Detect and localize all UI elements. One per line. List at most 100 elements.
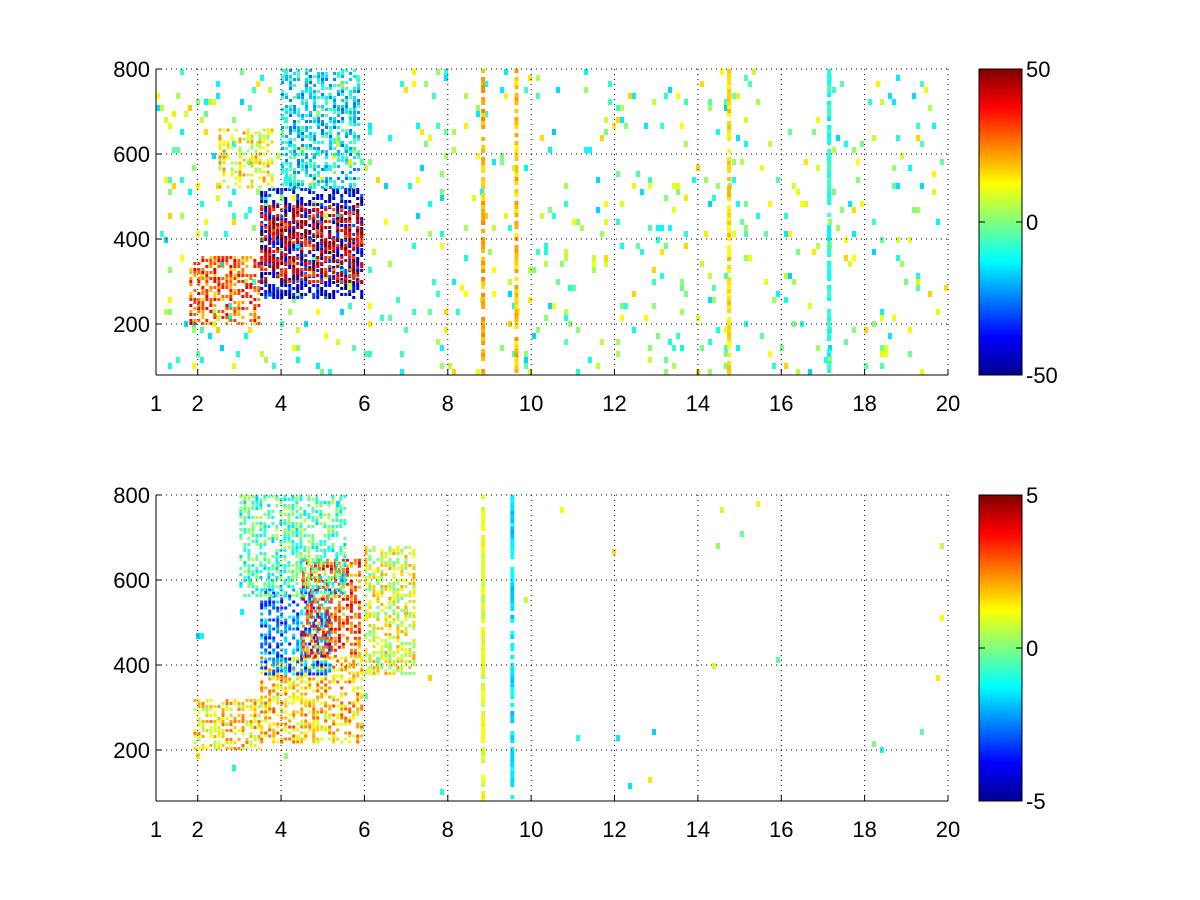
heatmap-stripe-cell	[481, 89, 486, 93]
heatmap-cell	[288, 287, 292, 290]
heatmap-cell	[292, 277, 296, 280]
heatmap-cell	[324, 188, 328, 191]
heatmap-cell	[343, 564, 347, 567]
heatmap-cell	[201, 310, 205, 313]
heatmap-cell	[348, 701, 352, 705]
heatmap-cell	[345, 69, 349, 72]
heatmap-cell	[276, 293, 280, 296]
heatmap-cell	[376, 615, 380, 618]
heatmap-cell	[317, 609, 321, 613]
heatmap-cell	[193, 735, 197, 738]
heatmap-cell	[271, 582, 275, 585]
heatmap-cell	[284, 725, 288, 729]
heatmap-cell	[340, 239, 344, 242]
heatmap-cell	[372, 639, 376, 642]
heatmap-cell	[239, 522, 243, 525]
heatmap-cell	[283, 546, 287, 549]
heatmap-cell	[324, 719, 328, 723]
heatmap-cell	[720, 69, 724, 75]
heatmap-stripe-cell	[514, 261, 519, 265]
heatmap-cell	[349, 588, 353, 592]
heatmap-cell	[232, 765, 236, 771]
heatmap-cell	[404, 579, 408, 582]
heatmap-cell	[356, 725, 360, 729]
heatmap-cell	[349, 183, 353, 186]
heatmap-cell	[319, 585, 323, 588]
heatmap-cell	[357, 579, 361, 583]
heatmap-cell	[345, 597, 349, 601]
heatmap-cell	[333, 120, 337, 123]
heatmap-cell	[260, 633, 264, 637]
heatmap-cell	[271, 579, 275, 582]
heatmap-cell	[335, 534, 339, 537]
heatmap-stripe-cell	[481, 523, 486, 527]
heatmap-cell	[648, 183, 652, 189]
heatmap-stripe-cell	[827, 173, 832, 177]
heatmap-cell	[257, 289, 261, 292]
heatmap-cell	[304, 268, 308, 271]
heatmap-cell	[301, 153, 305, 156]
heatmap-cell	[304, 663, 308, 667]
heatmap-cell	[276, 287, 280, 290]
heatmap-cell	[708, 297, 712, 303]
heatmap-cell	[225, 256, 229, 259]
heatmap-cell	[356, 229, 360, 232]
heatmap-cell	[263, 582, 267, 585]
heatmap-cell	[333, 96, 337, 99]
heatmap-cell	[266, 182, 270, 186]
heatmap-cell	[316, 710, 320, 714]
heatmap-cell	[296, 689, 300, 693]
heatmap-cell	[288, 725, 292, 729]
heatmap-cell	[253, 322, 257, 325]
heatmap-cell	[276, 223, 280, 226]
heatmap-cell	[344, 668, 348, 672]
heatmap-cell	[592, 267, 596, 273]
heatmap-stripe-cell	[481, 237, 486, 241]
heatmap-cell	[259, 528, 263, 531]
heatmap-cell	[205, 747, 209, 750]
heatmap-cell	[193, 747, 197, 750]
heatmap-cell	[331, 531, 335, 534]
heatmap-cell	[324, 281, 328, 284]
heatmap-cell	[348, 220, 352, 223]
heatmap-cell	[321, 81, 325, 84]
heatmap-cell	[280, 220, 284, 223]
heatmap-cell	[272, 259, 276, 262]
heatmap-cell	[257, 292, 261, 295]
heatmap-cell	[332, 680, 336, 684]
heatmap-cell	[284, 209, 288, 212]
heatmap-cell	[276, 229, 280, 232]
heatmap-cell	[345, 564, 349, 568]
heatmap-cell	[372, 636, 376, 639]
heatmap-cell	[315, 582, 319, 585]
heatmap-cell	[253, 744, 257, 747]
heatmap-cell	[325, 75, 329, 78]
heatmap-cell	[412, 69, 416, 75]
heatmap-cell	[312, 274, 316, 277]
heatmap-cell	[262, 137, 266, 141]
heatmap-cell	[332, 254, 336, 257]
heatmap-cell	[544, 315, 548, 321]
heatmap-cell	[317, 123, 321, 126]
heatmap-cell	[536, 93, 540, 99]
heatmap-cell	[285, 168, 289, 171]
heatmap-cell	[400, 645, 404, 648]
heatmap-cell	[336, 274, 340, 277]
heatmap-cell	[360, 665, 364, 669]
heatmap-cell	[300, 636, 304, 640]
heatmap-cell	[263, 522, 267, 525]
heatmap-cell	[307, 573, 311, 576]
heatmap-cell	[281, 141, 285, 144]
heatmap-cell	[668, 339, 672, 345]
heatmap-cell	[279, 513, 283, 516]
heatmap-cell	[368, 615, 372, 618]
heatmap-stripe-cell	[510, 587, 515, 591]
heatmap-cell	[296, 627, 300, 631]
heatmap-stripe-cell	[827, 161, 832, 165]
heatmap-cell	[284, 188, 288, 191]
heatmap-cell	[304, 651, 308, 655]
heatmap-cell	[308, 683, 312, 687]
heatmap-cell	[384, 219, 388, 225]
heatmap-cell	[412, 81, 416, 87]
